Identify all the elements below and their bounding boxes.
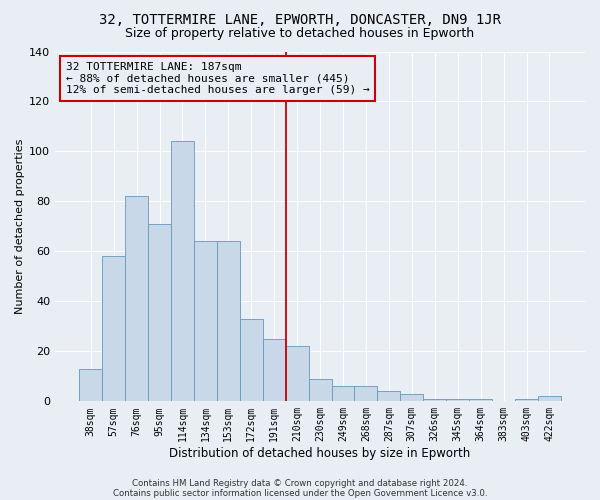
Text: Contains public sector information licensed under the Open Government Licence v3: Contains public sector information licen… [113, 488, 487, 498]
X-axis label: Distribution of detached houses by size in Epworth: Distribution of detached houses by size … [169, 447, 471, 460]
Bar [79, 369, 102, 402]
Bar [308, 379, 332, 402]
Text: Contains HM Land Registry data © Crown copyright and database right 2024.: Contains HM Land Registry data © Crown c… [132, 478, 468, 488]
Bar [171, 142, 194, 402]
Text: Size of property relative to detached houses in Epworth: Size of property relative to detached ho… [125, 28, 475, 40]
Bar [263, 339, 286, 402]
Bar [125, 196, 148, 402]
Bar [538, 396, 561, 402]
Bar [332, 386, 355, 402]
Bar [240, 319, 263, 402]
Y-axis label: Number of detached properties: Number of detached properties [15, 138, 25, 314]
Bar [286, 346, 308, 402]
Bar [194, 242, 217, 402]
Bar [446, 399, 469, 402]
Text: 32 TOTTERMIRE LANE: 187sqm
← 88% of detached houses are smaller (445)
12% of sem: 32 TOTTERMIRE LANE: 187sqm ← 88% of deta… [66, 62, 370, 95]
Bar [217, 242, 240, 402]
Bar [515, 399, 538, 402]
Bar [377, 392, 400, 402]
Text: 32, TOTTERMIRE LANE, EPWORTH, DONCASTER, DN9 1JR: 32, TOTTERMIRE LANE, EPWORTH, DONCASTER,… [99, 12, 501, 26]
Bar [469, 399, 492, 402]
Bar [400, 394, 423, 402]
Bar [148, 224, 171, 402]
Bar [423, 399, 446, 402]
Bar [355, 386, 377, 402]
Bar [102, 256, 125, 402]
